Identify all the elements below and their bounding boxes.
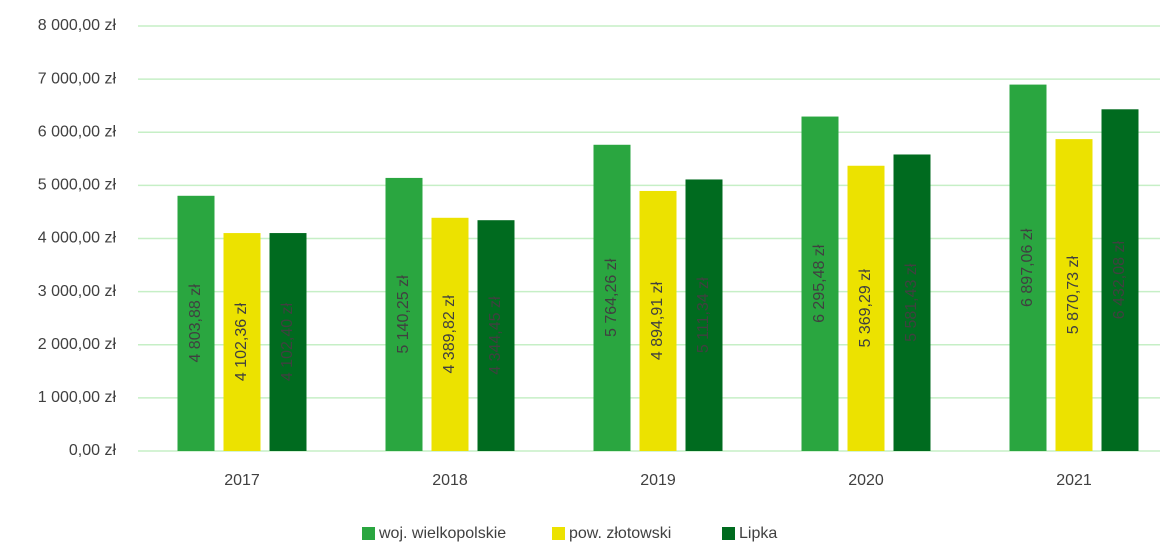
value-label: 4 894,91 zł xyxy=(649,281,666,360)
bar xyxy=(1055,139,1093,451)
x-tick-label: 2020 xyxy=(848,472,884,489)
value-label: 4 344,45 zł xyxy=(487,296,504,375)
y-tick-label: 3 000,00 zł xyxy=(38,283,117,300)
value-label: 5 581,43 zł xyxy=(903,263,920,342)
value-label: 5 140,25 zł xyxy=(395,275,412,354)
bar xyxy=(223,233,261,451)
y-tick-label: 7 000,00 zł xyxy=(38,70,117,87)
y-tick-label: 6 000,00 zł xyxy=(38,123,117,140)
bar xyxy=(431,217,469,451)
value-label: 4 803,88 zł xyxy=(187,284,204,363)
value-label: 5 870,73 zł xyxy=(1065,255,1082,334)
y-tick-label: 8 000,00 zł xyxy=(38,17,117,34)
value-label: 6 897,06 zł xyxy=(1019,228,1036,307)
y-tick-label: 2 000,00 zł xyxy=(38,336,117,353)
value-label: 4 102,40 zł xyxy=(279,302,296,381)
x-tick-label: 2017 xyxy=(224,472,260,489)
bar xyxy=(639,190,677,452)
legend-swatch xyxy=(722,527,735,540)
bar xyxy=(893,154,931,452)
bar xyxy=(177,195,215,451)
value-label: 4 102,36 zł xyxy=(233,302,250,381)
bar xyxy=(269,233,307,451)
value-label: 6 432,08 zł xyxy=(1111,241,1128,320)
y-tick-label: 0,00 zł xyxy=(69,442,117,459)
x-tick-label: 2021 xyxy=(1056,472,1092,489)
bar xyxy=(1009,84,1047,451)
bar xyxy=(685,179,723,451)
x-tick-label: 2019 xyxy=(640,472,676,489)
legend-swatch xyxy=(362,527,375,540)
legend-label: Lipka xyxy=(739,525,777,542)
y-tick-label: 4 000,00 zł xyxy=(38,230,117,247)
bar xyxy=(477,220,515,451)
value-label: 5 764,26 zł xyxy=(603,258,620,337)
y-tick-label: 1 000,00 zł xyxy=(38,389,117,406)
value-label: 4 389,82 zł xyxy=(441,295,458,374)
value-label: 6 295,48 zł xyxy=(811,244,828,323)
bar xyxy=(385,177,423,451)
x-tick-label: 2018 xyxy=(432,472,468,489)
y-tick-label: 5 000,00 zł xyxy=(38,177,117,194)
bar xyxy=(593,144,631,451)
legend-label: pow. złotowski xyxy=(569,525,671,542)
value-label: 5 369,29 zł xyxy=(857,269,874,348)
legend-swatch xyxy=(552,527,565,540)
bar xyxy=(801,116,839,452)
value-label: 5 111,34 zł xyxy=(695,277,712,353)
bar xyxy=(1101,109,1139,452)
legend-label: woj. wielkopolskie xyxy=(378,525,506,542)
bar xyxy=(847,165,885,451)
